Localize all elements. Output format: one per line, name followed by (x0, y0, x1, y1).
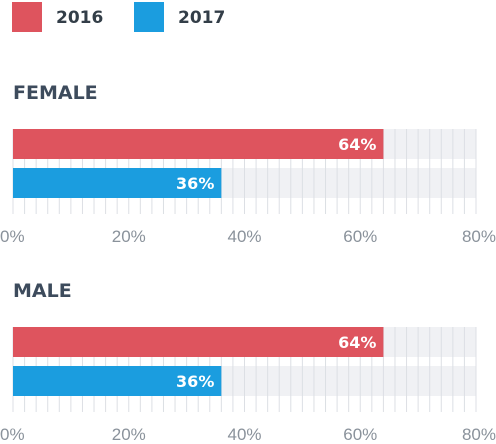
bar-female-2017 (13, 168, 222, 198)
legend-item-2016: 2016 (12, 2, 103, 32)
x-tick-label-female: 80% (462, 227, 496, 246)
legend-swatch-2016 (12, 2, 42, 32)
legend-label-2017: 2017 (178, 8, 225, 28)
x-tick-label-male: 20% (112, 425, 146, 444)
x-tick-label-female: 0% (0, 227, 25, 246)
bar-label-female-2017: 36% (176, 174, 214, 193)
bar-label-male-2017: 36% (176, 372, 214, 391)
bar-male-2017 (13, 366, 222, 396)
x-tick-label-female: 40% (227, 227, 261, 246)
bar-label-male-2016: 64% (338, 333, 376, 352)
x-tick-label-male: 60% (343, 425, 377, 444)
panel-female: FEMALE 64% 36% 0% 20% 40% 60% 80% (0, 82, 496, 246)
panel-male: MALE 64% 36% 0% 20% 40% 60% 80% (0, 280, 496, 444)
x-tick-label-female: 20% (112, 227, 146, 246)
panel-title-male: MALE (13, 280, 72, 302)
legend-swatch-2017 (134, 2, 164, 32)
x-tick-label-female: 60% (343, 227, 377, 246)
panel-title-female: FEMALE (13, 82, 98, 104)
legend-item-2017: 2017 (134, 2, 225, 32)
x-tick-label-male: 80% (462, 425, 496, 444)
x-tick-label-male: 0% (0, 425, 25, 444)
x-tick-label-male: 40% (227, 425, 261, 444)
bar-male-2016 (13, 327, 384, 357)
bar-label-female-2016: 64% (338, 135, 376, 154)
bar-female-2016 (13, 129, 384, 159)
legend-label-2016: 2016 (56, 8, 103, 28)
